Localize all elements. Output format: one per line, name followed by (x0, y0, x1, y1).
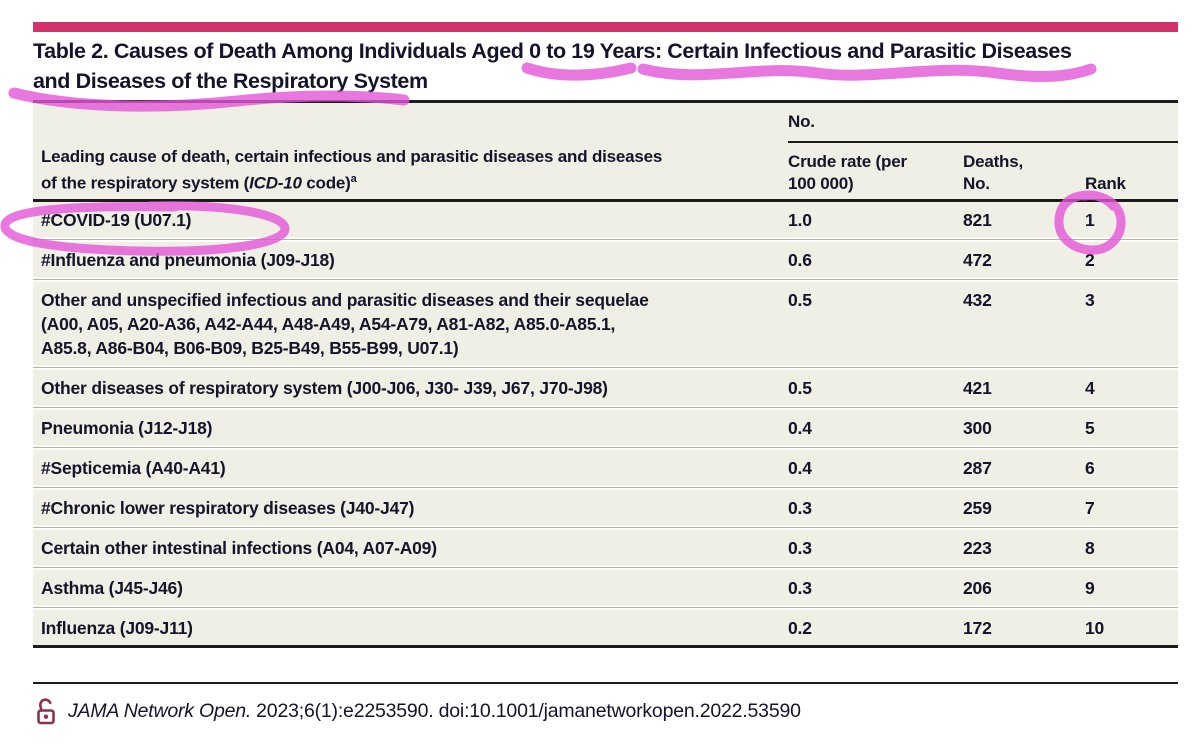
rank-cell: 7 (1085, 498, 1095, 518)
crude-rate-cell: 0.2 (788, 618, 812, 638)
deaths-cell: 472 (963, 250, 992, 270)
crude-rate-cell: 1.0 (788, 210, 812, 230)
footer: JAMA Network Open. 2023;6(1):e2253590. do… (36, 697, 801, 726)
journal-name: JAMA Network Open. (68, 700, 252, 722)
rank-cell: 9 (1085, 578, 1095, 598)
cause-cell: Other diseases of respiratory system (J0… (41, 378, 608, 398)
crude-rate-cell: 0.4 (788, 418, 812, 438)
cause-cell: #Influenza and pneumonia (J09-J18) (41, 250, 335, 270)
deaths-cell: 223 (963, 538, 992, 558)
table-row: Asthma (J45-J46) 0.3 206 9 (33, 570, 1178, 605)
deaths-cell: 300 (963, 418, 992, 438)
rank-cell: 8 (1085, 538, 1095, 558)
row-separator (33, 277, 1178, 282)
cause-cell: Influenza (J09-J11) (41, 618, 193, 638)
row-separator (33, 485, 1178, 490)
header-deaths-line2: No. (963, 174, 990, 193)
header-icd10-italic: ICD-10 (249, 174, 302, 193)
header-cause-line1: Leading cause of death, certain infectio… (41, 147, 663, 167)
table-title: Table 2. Causes of Death Among Individua… (33, 39, 1072, 93)
cause-cell: #Chronic lower respiratory diseases (J40… (41, 498, 415, 518)
deaths-cell: 259 (963, 498, 992, 518)
rank-cell: 3 (1085, 290, 1095, 310)
header-rate-line2: 100 000) (788, 174, 854, 193)
table-row: Other diseases of respiratory system (J0… (33, 370, 1178, 405)
table-row: Other and unspecified infectious and par… (33, 282, 1178, 365)
rank-cell: 2 (1085, 250, 1095, 270)
citation: 2023;6(1):e2253590. doi:10.1001/jamanetw… (256, 700, 801, 722)
header-cause-column: Leading cause of death, certain infectio… (41, 146, 741, 195)
deaths-cell: 172 (963, 618, 992, 638)
crude-rate-cell: 0.3 (788, 538, 812, 558)
table-row: Pneumonia (J12-J18) 0.4 300 5 (33, 410, 1178, 445)
table-body: #COVID-19 (U07.1) 1.0 821 1 #Influenza a… (33, 202, 1178, 648)
header-cause-line2-pre: of the respiratory system ( (41, 174, 250, 193)
data-table: Leading cause of death, certain infectio… (33, 100, 1178, 648)
cause-cell: #COVID-19 (U07.1) (41, 210, 192, 230)
crude-rate-cell: 0.5 (788, 290, 812, 310)
rank-cell: 5 (1085, 418, 1095, 438)
header-rank: Rank (1085, 174, 1126, 193)
rank-cell: 10 (1085, 618, 1105, 638)
footer-text: JAMA Network Open. 2023;6(1):e2253590. do… (68, 700, 801, 723)
row-separator (33, 405, 1178, 410)
row-separator (33, 605, 1178, 610)
deaths-cell: 206 (963, 578, 992, 598)
cause-cell: #Septicemia (A40-A41) (41, 458, 226, 478)
cause-cell: Pneumonia (J12-J18) (41, 418, 213, 438)
crude-rate-cell: 0.6 (788, 250, 812, 270)
header-cause-line2-post: code) (301, 174, 351, 193)
rank-cell: 6 (1085, 458, 1095, 478)
header-deaths-line1: Deaths, (963, 152, 1024, 171)
open-access-lock-icon (37, 698, 55, 725)
crude-rate-cell: 0.3 (788, 498, 812, 518)
crude-rate-cell: 0.3 (788, 578, 812, 598)
footnote-marker-a: a (350, 173, 357, 186)
rank-cell: 1 (1085, 210, 1095, 230)
row-separator (33, 445, 1178, 450)
footer-rule (33, 682, 1178, 684)
header-deaths: Deaths, No. (963, 151, 1023, 195)
crude-rate-cell: 0.5 (788, 378, 812, 398)
row-separator (33, 365, 1178, 370)
table-row: Certain other intestinal infections (A04… (33, 530, 1178, 565)
deaths-cell: 287 (963, 458, 992, 478)
cause-cell: Other and unspecified infectious and par… (41, 290, 649, 358)
table-header: Leading cause of death, certain infectio… (33, 100, 1178, 202)
row-separator (33, 525, 1178, 530)
rank-cell: 4 (1085, 378, 1095, 398)
cause-cell: Asthma (J45-J46) (41, 578, 183, 598)
table-row: #Chronic lower respiratory diseases (J40… (33, 490, 1178, 525)
table-row: #Septicemia (A40-A41) 0.4 287 6 (33, 450, 1178, 485)
table-row: #Influenza and pneumonia (J09-J18) 0.6 4… (33, 242, 1178, 277)
accent-bar (33, 22, 1178, 32)
deaths-cell: 821 (963, 210, 992, 230)
table-row: #COVID-19 (U07.1) 1.0 821 1 (33, 202, 1178, 237)
crude-rate-cell: 0.4 (788, 458, 812, 478)
cause-cell: Certain other intestinal infections (A04… (41, 538, 437, 558)
header-no-spanner: No. (788, 112, 815, 131)
table-row: Influenza (J09-J11) 0.2 172 10 (33, 610, 1178, 645)
row-separator (33, 237, 1178, 242)
deaths-cell: 421 (963, 378, 992, 398)
spanner-rule (788, 141, 1178, 143)
header-crude-rate: Crude rate (per 100 000) (788, 151, 907, 195)
row-separator (33, 565, 1178, 570)
deaths-cell: 432 (963, 290, 992, 310)
header-rate-line1: Crude rate (per (788, 152, 907, 171)
